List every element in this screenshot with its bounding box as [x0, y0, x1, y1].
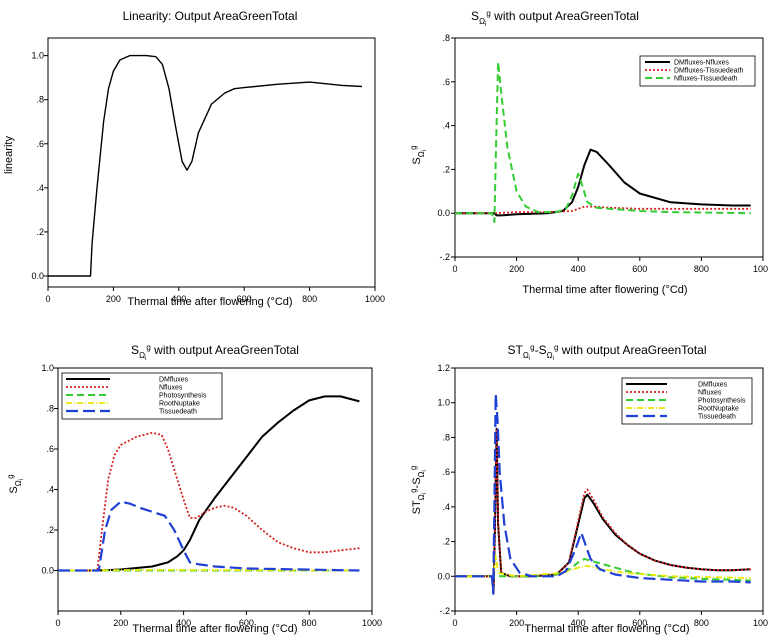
panel-1-ytick-label: 0.0 — [31, 271, 44, 281]
panel-4-legend: DMfluxesNfluxesPhotosynthesisRootNuptake… — [621, 377, 753, 425]
panel-4-title: STΩig-SΩig with output AreaGreenTotal — [508, 343, 707, 362]
panel-3-ytick-label: 0.0 — [41, 566, 54, 576]
panel-3-legend: DMfluxesNfluxesPhotosynthesisRootNuptake… — [61, 372, 223, 420]
panel-2-xtick-label: 600 — [632, 264, 647, 274]
panel-4-series-dmfluxes — [455, 427, 751, 595]
panel-3-xtick-label: 400 — [176, 618, 191, 628]
panel-2-legend-label: DMfluxes-Tissuedeath — [674, 68, 743, 75]
panel-2-ytick-label: .2 — [442, 164, 450, 174]
panel-2-ytick-label: .6 — [442, 77, 450, 87]
panel-4-xtick-label: 800 — [694, 618, 709, 628]
panel-4-ytick-label: 1.2 — [437, 363, 450, 373]
panel-2-xtick-label: 200 — [509, 264, 524, 274]
panel-2-xtick-label: 1000 — [753, 264, 768, 274]
panel-3-ytick-label: .2 — [46, 525, 54, 535]
panel-4-ylabel: STΩig-SΩig — [409, 466, 428, 515]
panel-4-legend-label: DMfluxes — [698, 382, 728, 389]
panel-4-legend-label: Tissuedeath — [698, 414, 736, 421]
panel-3-title: SΩig with output AreaGreenTotal — [131, 343, 299, 362]
panel-1-xlabel: Thermal time after flowering (°Cd) — [127, 296, 292, 308]
panel-2-title: SΩig with output AreaGreenTotal — [471, 9, 639, 28]
panel-4-ytick-label: .4 — [442, 502, 450, 512]
panel-2-ylabel: SΩig — [409, 145, 428, 164]
panel-4-xtick-label: 200 — [509, 618, 524, 628]
panel-3-xlabel: Thermal time after flowering (°Cd) — [132, 623, 297, 635]
panel-2-legend-label: Nfluxes-Tissuedeath — [674, 76, 738, 83]
panel-4-xtick-label: 400 — [571, 618, 586, 628]
panel-4-xlabel: Thermal time after flowering (°Cd) — [524, 623, 689, 635]
panel-1-xtick-label: 0 — [45, 294, 50, 304]
panel-1-ylabel: linearity — [3, 136, 15, 174]
panel-1-xtick-label: 600 — [237, 294, 252, 304]
panel-4-ytick-label: .2 — [442, 537, 450, 547]
panel-1-series-line — [48, 54, 362, 277]
panel-2-xlabel: Thermal time after flowering (°Cd) — [522, 284, 687, 296]
panel-2-xtick-label: 800 — [694, 264, 709, 274]
panel-1-ytick-label: 1.0 — [31, 51, 44, 61]
panel-4-xtick-label: 0 — [452, 618, 457, 628]
panel-2-legend-label: DMfluxes-Nfluxes — [674, 60, 729, 67]
panel-3-legend-label: Photosynthesis — [159, 393, 207, 400]
panel-2-frame — [454, 37, 764, 258]
panel-3-xtick-label: 1000 — [362, 618, 382, 628]
panel-3-xtick-label: 200 — [113, 618, 128, 628]
panel-3-legend-label: DMfluxes — [159, 377, 189, 384]
panel-1-xtick-label: 800 — [302, 294, 317, 304]
panel-4-legend-label: Photosynthesis — [698, 398, 746, 405]
panel-4-ytick-label: -.2 — [439, 606, 450, 616]
panel-2-series-dmfluxes-nfluxes — [455, 148, 751, 217]
panel-4-legend-label: RootNuptake — [698, 406, 739, 413]
panel-4-frame — [454, 367, 764, 612]
panel-3-legend-label: Nfluxes — [159, 385, 183, 392]
panel-2-series-nfluxes-tissuedeath — [455, 61, 751, 223]
panel-3-series-nfluxes — [58, 431, 360, 572]
panel-3-ylabel: SΩig — [6, 474, 25, 493]
panel-3-series-tissuedeath — [58, 500, 360, 572]
panel-4-ytick-label: 1.0 — [437, 398, 450, 408]
panel-2-series-dmfluxes-tissuedeath — [455, 205, 751, 215]
panel-3-xtick-label: 0 — [55, 618, 60, 628]
panel-4-xtick-label: 600 — [632, 618, 647, 628]
panel-1-title: Linearity: Output AreaGreenTotal — [123, 9, 298, 23]
panel-4-ytick-label: .8 — [442, 432, 450, 442]
panel-4-xtick-label: 1000 — [753, 618, 768, 628]
panel-1-ytick-label: .4 — [36, 183, 44, 193]
panel-3-ytick-label: 1.0 — [41, 363, 54, 373]
panel-3-series-rootnuptake — [57, 569, 360, 572]
panel-3-ytick-label: .6 — [46, 444, 54, 454]
panel-4-ytick-label: .6 — [442, 467, 450, 477]
panel-1-frame — [47, 37, 376, 288]
panel-2-ytick-label: .4 — [442, 121, 450, 131]
panel-4-series-rootnuptake — [455, 554, 751, 579]
panel-3-xtick-label: 800 — [302, 618, 317, 628]
panel-4-ytick-label: 0.0 — [437, 571, 450, 581]
panel-3-series-dmfluxes — [58, 395, 360, 572]
panel-3-ytick-label: .8 — [46, 404, 54, 414]
panel-1-xtick-label: 200 — [106, 294, 121, 304]
panel-3-xtick-label: 600 — [239, 618, 254, 628]
panel-1-ytick-label: .8 — [36, 95, 44, 105]
panel-4-series-tissuedeath — [455, 392, 751, 595]
panel-3-legend-label: RootNuptake — [159, 401, 200, 408]
panel-2-ytick-label: 0.0 — [437, 208, 450, 218]
panel-1-ytick-label: .2 — [36, 227, 44, 237]
panel-3-ytick-label: .4 — [46, 485, 54, 495]
panel-4-legend-label: Nfluxes — [698, 390, 722, 397]
panel-2-ytick-label: -.2 — [439, 252, 450, 262]
panel-1-ytick-label: .6 — [36, 139, 44, 149]
panel-2-xtick-label: 400 — [571, 264, 586, 274]
panel-1-xtick-label: 1000 — [365, 294, 385, 304]
panel-2-legend: DMfluxes-NfluxesDMfluxes-TissuedeathNflu… — [639, 55, 756, 87]
panel-2-ytick-label: .8 — [442, 33, 450, 43]
panel-1-xtick-label: 400 — [171, 294, 186, 304]
panel-2-xtick-label: 0 — [452, 264, 457, 274]
panel-3-legend-label: Tissuedeath — [159, 409, 197, 416]
